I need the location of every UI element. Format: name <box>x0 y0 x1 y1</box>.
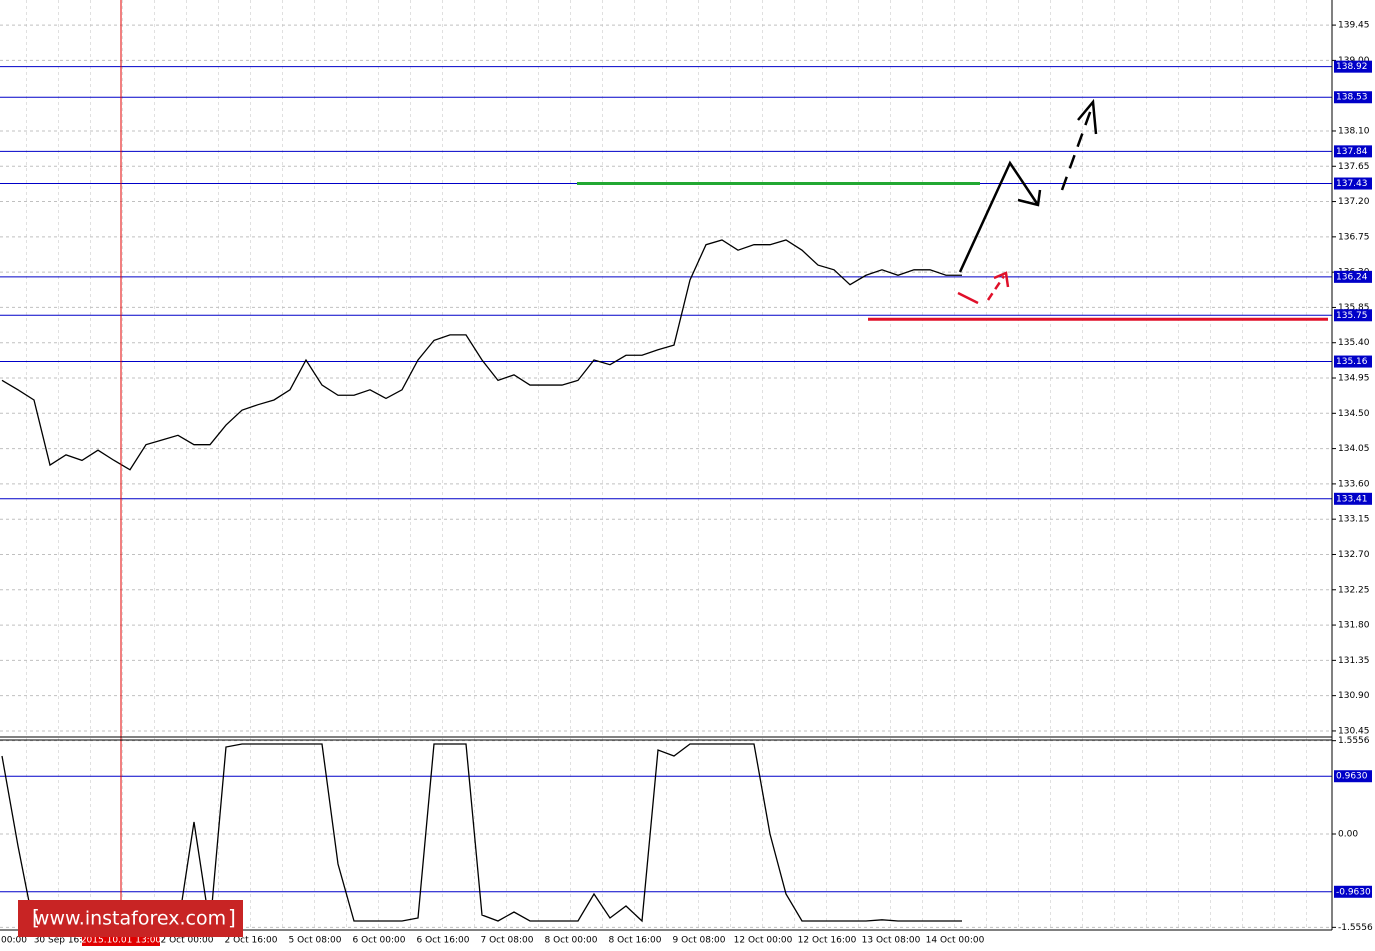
y-tick-label: 132.25 <box>1338 585 1370 595</box>
arrow-red <box>957 291 979 305</box>
price-line <box>1 239 962 471</box>
level-label-box <box>1334 177 1372 190</box>
y-tick-label: 0.00 <box>1338 830 1358 840</box>
y-tick-label: 135.85 <box>1338 303 1370 313</box>
x-tick-label: 12 Oct 00:00 <box>734 936 793 946</box>
x-tick-label: 12 Oct 16:00 <box>798 936 857 946</box>
x-tick-label: 7 Oct 08:00 <box>481 936 534 946</box>
y-tick-label: 130.45 <box>1338 726 1370 736</box>
x-tick-label: 8 Oct 00:00 <box>545 936 598 946</box>
y-tick-label: 130.90 <box>1338 691 1370 701</box>
y-tick-label: 131.35 <box>1338 656 1370 666</box>
arrowhead <box>1077 98 1098 135</box>
arrow-dashed <box>1060 103 1095 191</box>
y-tick-label: 137.65 <box>1338 162 1370 172</box>
y-tick-label: -1.5556 <box>1338 923 1373 933</box>
y-tick-label: 134.05 <box>1338 444 1370 454</box>
y-tick-label: 134.50 <box>1338 409 1370 419</box>
arrowhead <box>993 271 1010 288</box>
level-label: -0.9630 <box>1336 887 1371 897</box>
level-label-box <box>1334 270 1372 283</box>
y-tick-label: 137.20 <box>1338 197 1370 207</box>
level-label-box <box>1334 885 1372 898</box>
level-label: 136.24 <box>1336 272 1368 282</box>
y-tick-label: 133.15 <box>1338 515 1370 525</box>
y-tick-label: 136.75 <box>1338 232 1370 242</box>
level-label-box <box>1334 770 1372 783</box>
x-tick-label: 5 Oct 08:00 <box>289 936 342 946</box>
level-label: 133.41 <box>1336 494 1368 504</box>
x-tick-label: 14 Oct 00:00 <box>926 936 985 946</box>
x-tick-label: 9 Oct 08:00 <box>673 936 726 946</box>
x-tick-label: 6 Oct 00:00 <box>353 936 406 946</box>
y-tick-label: 138.10 <box>1338 126 1370 136</box>
bracket: [ <box>32 906 40 930</box>
level-label-box <box>1334 145 1372 158</box>
y-tick-label: 133.60 <box>1338 479 1370 489</box>
x-tick-label: 00:00 <box>1 936 27 946</box>
cursor-label: 2015.10.01 13:00 <box>81 936 162 946</box>
vertical-grid <box>0 0 1332 930</box>
bracket: ] <box>228 906 236 930</box>
level-label: 0.9630 <box>1336 772 1368 782</box>
watermark-box <box>18 900 243 937</box>
forecast-arrows <box>957 98 1098 305</box>
x-tick-label: 30 Sep 16: <box>34 936 83 946</box>
y-tick-label: 135.40 <box>1338 338 1370 348</box>
x-tick-label: 13 Oct 08:00 <box>862 936 921 946</box>
level-label: 138.53 <box>1336 93 1368 103</box>
y-tick-label: 134.95 <box>1338 374 1370 384</box>
arrow-up <box>958 160 1040 273</box>
y-tick-label: 139.45 <box>1338 21 1370 31</box>
level-label-box <box>1334 91 1372 104</box>
level-label: 137.84 <box>1336 147 1368 157</box>
watermark: www.instaforex.com <box>34 908 226 930</box>
arrow-red <box>986 275 1006 301</box>
level-label-box <box>1334 309 1372 322</box>
level-label: 138.92 <box>1336 62 1368 72</box>
y-tick-label: 132.70 <box>1338 550 1370 560</box>
level-label: 135.16 <box>1336 357 1368 367</box>
x-tick-label: 2 Oct 16:00 <box>225 936 278 946</box>
level-label-box <box>1334 492 1372 505</box>
y-tick-label: 131.80 <box>1338 621 1370 631</box>
x-tick-label: 6 Oct 16:00 <box>417 936 470 946</box>
level-label: 135.75 <box>1336 311 1368 321</box>
y-tick-label: 1.5556 <box>1338 736 1370 746</box>
x-tick-label: 8 Oct 16:00 <box>609 936 662 946</box>
level-label-box <box>1334 60 1372 73</box>
x-tick-label: 2 Oct 00:00 <box>161 936 214 946</box>
level-label-box <box>1334 355 1372 368</box>
level-label: 137.43 <box>1336 179 1368 189</box>
arrowhead <box>1017 189 1042 207</box>
